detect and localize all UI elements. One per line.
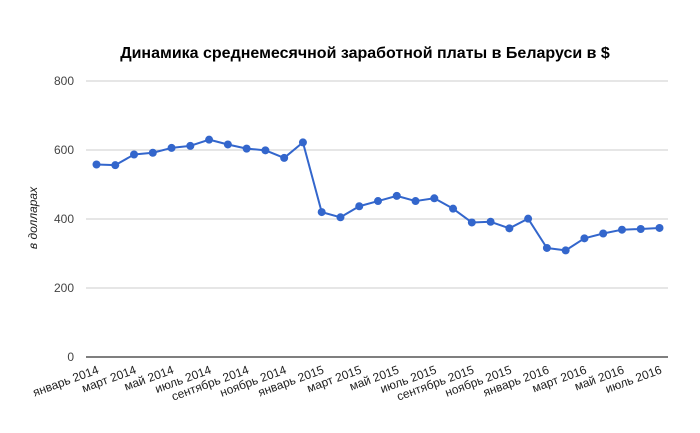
data-points (92, 135, 664, 255)
y-tick-label: 400 (54, 212, 74, 226)
data-point (186, 141, 195, 150)
y-axis-label: в долларах (26, 186, 40, 249)
data-point (167, 143, 176, 152)
y-tick-label: 800 (54, 74, 74, 88)
data-point (655, 223, 664, 232)
data-point (298, 138, 307, 147)
data-point (561, 246, 570, 255)
data-point (205, 135, 214, 144)
data-point (111, 161, 120, 170)
y-tick-label: 200 (54, 281, 74, 295)
data-point (92, 160, 101, 169)
data-point (148, 148, 157, 157)
data-point (392, 191, 401, 200)
data-point (130, 150, 139, 159)
data-point (374, 197, 382, 206)
data-point (505, 224, 514, 233)
data-point (430, 194, 439, 203)
grid-layer (86, 80, 668, 358)
y-axis-ticks: 0 200 400 600 800 (54, 74, 74, 364)
chart-title: Динамика среднемесячной заработной платы… (120, 45, 610, 62)
data-point (449, 204, 458, 213)
data-point (280, 153, 289, 162)
series-line-layer (95, 138, 661, 252)
data-point (411, 197, 420, 206)
data-point (242, 144, 251, 153)
data-point (599, 229, 608, 238)
data-point (580, 234, 589, 243)
data-point (261, 146, 270, 155)
data-point (336, 213, 345, 222)
data-point (636, 225, 645, 234)
data-point (542, 243, 551, 252)
data-point (524, 214, 533, 223)
data-point (223, 140, 232, 149)
y-tick-label: 600 (54, 143, 74, 157)
data-point (617, 225, 626, 234)
series-line (95, 138, 661, 252)
data-point (467, 218, 476, 227)
y-tick-label: 0 (67, 350, 74, 364)
data-point (486, 217, 495, 226)
data-point (317, 208, 326, 217)
data-point (355, 202, 364, 211)
